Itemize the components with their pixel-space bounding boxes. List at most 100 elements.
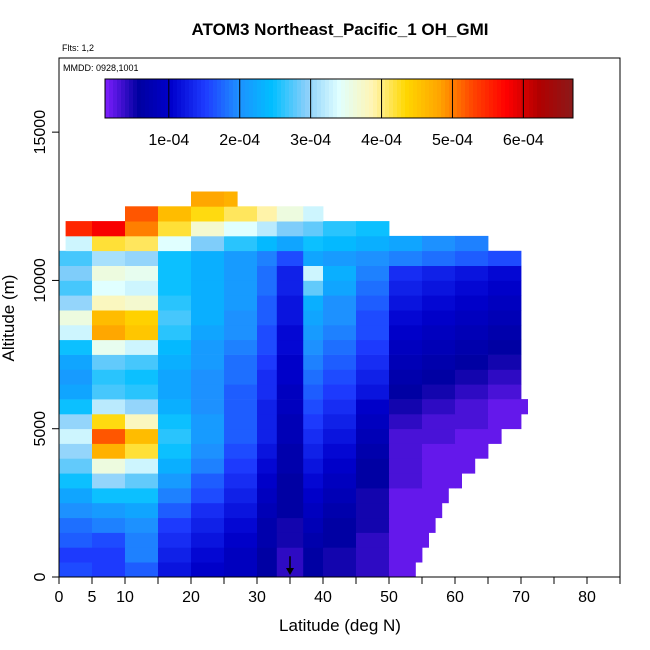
colorbar-segment	[465, 79, 470, 118]
heatmap-cell	[323, 413, 357, 430]
heatmap-cell	[389, 443, 423, 459]
x-tick-label: 10	[116, 589, 134, 606]
heatmap-cell	[125, 517, 159, 533]
heatmap-cell	[389, 235, 423, 252]
y-axis-label: Altitude (m)	[0, 275, 18, 362]
heatmap-cell	[422, 265, 456, 281]
colorbar-segment	[545, 79, 550, 118]
heatmap-cell	[303, 562, 324, 578]
heatmap-cell	[389, 295, 423, 311]
heatmap-cell	[455, 280, 489, 296]
heatmap-cell	[303, 206, 324, 222]
colorbar-segment	[469, 79, 474, 118]
colorbar-segment	[565, 79, 570, 118]
colorbar-segment	[261, 79, 266, 118]
heatmap-cell	[323, 265, 357, 281]
flights-label: Flts: 1,2	[62, 43, 94, 53]
colorbar-segment	[265, 79, 270, 118]
heatmap-cell	[389, 532, 423, 548]
colorbar-segment	[205, 79, 210, 118]
colorbar-segment	[345, 79, 350, 118]
heatmap-cell	[488, 280, 522, 296]
heatmap-cell	[422, 502, 443, 519]
heatmap-cell	[158, 324, 192, 341]
heatmap-cell	[59, 473, 93, 489]
heatmap-cell	[488, 354, 522, 370]
heatmap-cell	[323, 458, 357, 474]
heatmap-cell	[191, 339, 225, 355]
heatmap-cell	[323, 502, 357, 519]
heatmap-cell	[323, 324, 357, 341]
x-tick-label: 5	[88, 589, 97, 606]
heatmap-cell	[323, 221, 357, 237]
colorbar-segment	[133, 79, 138, 118]
colorbar-segment	[349, 79, 354, 118]
heatmap-cell	[191, 517, 225, 533]
heatmap-cell	[158, 562, 192, 578]
heatmap-cell	[323, 295, 357, 311]
heatmap-cell	[92, 473, 126, 489]
colorbar-tick-label: 1e-04	[148, 132, 189, 149]
heatmap-cell	[323, 547, 357, 563]
heatmap-cell	[356, 369, 390, 385]
heatmap-cell	[125, 428, 159, 444]
heatmap-cell	[224, 191, 238, 207]
heatmap-cell	[125, 458, 159, 474]
heatmap-cell	[323, 235, 357, 252]
colorbar-segment	[289, 79, 294, 118]
heatmap-cell	[488, 384, 522, 400]
colorbar-segment	[397, 79, 402, 118]
heatmap-cell	[224, 250, 258, 266]
colorbar-segment	[449, 79, 454, 118]
colorbar-segment	[241, 79, 246, 118]
heatmap-cell	[389, 502, 423, 519]
heatmap-cell	[389, 384, 423, 400]
heatmap-cell	[59, 310, 93, 326]
heatmap-cell	[389, 488, 423, 504]
heatmap-cell	[158, 428, 192, 444]
y-tick-label: 5000	[32, 411, 49, 447]
heatmap-cell	[389, 473, 423, 489]
heatmap-cell	[191, 191, 225, 207]
heatmap-cell	[422, 310, 456, 326]
heatmap-cell	[92, 369, 126, 385]
colorbar-segment	[561, 79, 566, 118]
heatmap-cell	[422, 517, 436, 533]
heatmap-cell	[92, 295, 126, 311]
heatmap-cell	[422, 295, 456, 311]
heatmap-cell	[92, 384, 126, 400]
heatmap-cell	[455, 235, 489, 252]
colorbar-segment	[537, 79, 542, 118]
heatmap-cell	[356, 235, 390, 252]
heatmap-cell	[224, 458, 258, 474]
heatmap-cell	[276, 443, 304, 459]
heatmap-cell	[191, 399, 225, 415]
colorbar-segment	[273, 79, 278, 118]
heatmap-cell	[323, 354, 357, 370]
heatmap-cell	[257, 221, 278, 237]
heatmap-cell	[59, 517, 93, 533]
colorbar-segment	[317, 79, 322, 118]
heatmap-cell	[389, 265, 423, 281]
heatmap-cell	[422, 339, 456, 355]
colorbar-segment	[389, 79, 394, 118]
x-tick-label: 30	[248, 589, 266, 606]
heatmap-cell	[125, 221, 159, 237]
heatmap-cell	[276, 221, 304, 237]
heatmap-cell	[158, 502, 192, 519]
heatmap-cell	[276, 265, 304, 281]
colorbar-segment	[337, 79, 342, 118]
heatmap-cell	[303, 517, 324, 533]
heatmap-cell	[276, 517, 304, 533]
heatmap-cell	[224, 354, 258, 370]
heatmap-cell	[59, 384, 93, 400]
heatmap-cell	[303, 532, 324, 548]
colorbar-segment	[245, 79, 250, 118]
heatmap-cell	[303, 547, 324, 563]
heatmap-cell	[92, 547, 126, 563]
heatmap-cell	[276, 547, 304, 563]
heatmap-cell	[455, 310, 489, 326]
heatmap-cell	[276, 384, 304, 400]
heatmap-cell	[389, 547, 423, 563]
